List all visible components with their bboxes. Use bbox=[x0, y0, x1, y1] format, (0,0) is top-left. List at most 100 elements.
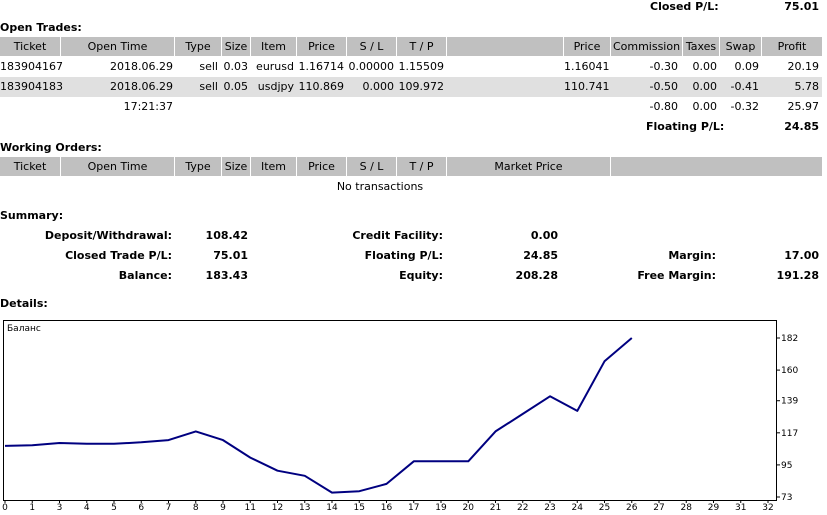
wo-col-sl[interactable]: S / L bbox=[347, 157, 397, 176]
total-swap: -0.32 bbox=[730, 100, 759, 113]
x-tick-label: 11 bbox=[245, 503, 256, 513]
x-tick-label: 28 bbox=[681, 503, 693, 513]
price-cell: 1.16714 bbox=[298, 60, 345, 73]
equity-value: 208.28 bbox=[515, 269, 558, 282]
summary-floating-value: 24.85 bbox=[523, 249, 558, 262]
x-tick-label: 8 bbox=[193, 503, 199, 513]
x-tick-label: 15 bbox=[354, 503, 365, 513]
total-profit: 25.97 bbox=[787, 100, 820, 113]
table-row[interactable]: 183904183 2018.06.29 17:21:37 sell 0.05 … bbox=[0, 77, 822, 113]
item-cell: eurusd bbox=[256, 60, 294, 73]
col-taxes[interactable]: Taxes bbox=[683, 37, 720, 56]
free-margin-value: 191.28 bbox=[776, 269, 819, 282]
type-cell: sell bbox=[199, 60, 218, 73]
item-cell: usdjpy bbox=[257, 80, 294, 93]
col-swap[interactable]: Swap bbox=[720, 37, 762, 56]
no-transactions-text: No transactions bbox=[336, 180, 424, 193]
top-closed-pl-value: 75.01 bbox=[784, 0, 819, 13]
wo-col-size[interactable]: Size bbox=[222, 157, 251, 176]
y-tick-label: 73 bbox=[781, 493, 792, 503]
x-tick-label: 27 bbox=[653, 503, 664, 513]
x-tick-label: 24 bbox=[572, 503, 584, 513]
open-time-cell: 2018.06.29 17:21:37 bbox=[110, 80, 173, 113]
col-blank bbox=[447, 37, 564, 56]
x-tick-label: 3 bbox=[57, 503, 63, 513]
wo-col-item[interactable]: Item bbox=[251, 157, 297, 176]
x-tick-label: 12 bbox=[272, 503, 283, 513]
margin-label: Margin: bbox=[668, 249, 716, 262]
open-trades-title: Open Trades: bbox=[0, 21, 82, 34]
col-price2[interactable]: Price bbox=[564, 37, 611, 56]
tp-cell: 109.972 bbox=[398, 80, 445, 93]
balance-label: Balance: bbox=[118, 269, 172, 282]
col-open-time[interactable]: Open Time bbox=[61, 37, 175, 56]
top-closed-pl-label: Closed P/L: bbox=[650, 0, 719, 13]
working-orders-title: Working Orders: bbox=[0, 141, 102, 154]
total-taxes: 0.00 bbox=[692, 100, 718, 113]
col-item[interactable]: Item bbox=[251, 37, 297, 56]
equity-label: Equity: bbox=[399, 269, 443, 282]
x-tick-label: 13 bbox=[299, 503, 310, 513]
price2-cell: 110.741 bbox=[564, 80, 610, 93]
wo-col-market-price[interactable]: Market Price bbox=[447, 157, 611, 176]
tp-cell: 1.15509 bbox=[398, 60, 445, 73]
col-size[interactable]: Size bbox=[222, 37, 251, 56]
y-tick-label: 139 bbox=[781, 397, 798, 407]
credit-value: 0.00 bbox=[530, 229, 558, 242]
x-tick-label: 6 bbox=[138, 503, 144, 513]
x-tick-label: 9 bbox=[220, 503, 226, 513]
taxes-cell: 0.00 bbox=[692, 60, 718, 73]
wo-col-price[interactable]: Price bbox=[297, 157, 347, 176]
open-trades-header: Ticket Open Time Type Size Item Price S … bbox=[0, 37, 822, 56]
col-sl[interactable]: S / L bbox=[347, 37, 397, 56]
swap-cell: 0.09 bbox=[734, 60, 760, 73]
wo-col-ticket[interactable]: Ticket bbox=[0, 157, 61, 176]
y-tick-label: 117 bbox=[781, 429, 798, 439]
x-tick-label: 22 bbox=[517, 503, 528, 513]
x-tick-label: 16 bbox=[381, 503, 393, 513]
free-margin-label: Free Margin: bbox=[637, 269, 716, 282]
summary-floating-label: Floating P/L: bbox=[364, 249, 443, 262]
size-cell: 0.03 bbox=[223, 60, 249, 73]
col-type[interactable]: Type bbox=[175, 37, 222, 56]
sl-cell: 0.000 bbox=[362, 80, 395, 93]
x-tick-label: 7 bbox=[166, 503, 172, 513]
balance-value: 183.43 bbox=[205, 269, 248, 282]
x-tick-label: 0 bbox=[2, 503, 8, 513]
profit-cell: 20.19 bbox=[787, 60, 820, 73]
col-tp[interactable]: T / P bbox=[397, 37, 447, 56]
x-tick-label: 19 bbox=[435, 503, 447, 513]
y-tick-label: 95 bbox=[781, 461, 792, 471]
col-ticket[interactable]: Ticket bbox=[0, 37, 61, 56]
x-tick-label: 20 bbox=[463, 503, 475, 513]
y-tick-label: 160 bbox=[781, 366, 798, 376]
closed-trade-value: 75.01 bbox=[213, 249, 248, 262]
details-title: Details: bbox=[0, 297, 48, 310]
wo-col-tp[interactable]: T / P bbox=[397, 157, 447, 176]
x-tick-label: 29 bbox=[708, 503, 720, 513]
profit-cell: 5.78 bbox=[794, 80, 820, 93]
wo-col-type[interactable]: Type bbox=[175, 157, 222, 176]
deposit-label: Deposit/Withdrawal: bbox=[44, 229, 172, 242]
col-price[interactable]: Price bbox=[297, 37, 347, 56]
x-tick-label: 21 bbox=[490, 503, 501, 513]
ticket-cell: 183904167 bbox=[0, 60, 63, 73]
x-tick-label: 32 bbox=[762, 503, 773, 513]
table-row[interactable]: 183904167 2018.06.29 17:21:09 sell 0.03 … bbox=[0, 57, 822, 93]
x-tick-label: 23 bbox=[544, 503, 555, 513]
x-tick-label: 25 bbox=[599, 503, 610, 513]
col-commission[interactable]: Commission bbox=[611, 37, 683, 56]
wo-col-blank bbox=[611, 157, 822, 176]
open-floating-pl-value: 24.85 bbox=[784, 120, 819, 133]
open-floating-pl-label: Floating P/L: bbox=[646, 120, 725, 133]
price2-cell: 1.16041 bbox=[564, 60, 610, 73]
x-tick-label: 14 bbox=[326, 503, 338, 513]
sl-cell: 0.00000 bbox=[348, 60, 395, 73]
credit-label: Credit Facility: bbox=[352, 229, 443, 242]
deposit-value: 108.42 bbox=[205, 229, 248, 242]
balance-chart bbox=[3, 320, 777, 501]
wo-col-open-time[interactable]: Open Time bbox=[61, 157, 175, 176]
y-tick-label: 182 bbox=[781, 334, 798, 344]
col-profit[interactable]: Profit bbox=[777, 40, 807, 53]
margin-value: 17.00 bbox=[784, 249, 819, 262]
